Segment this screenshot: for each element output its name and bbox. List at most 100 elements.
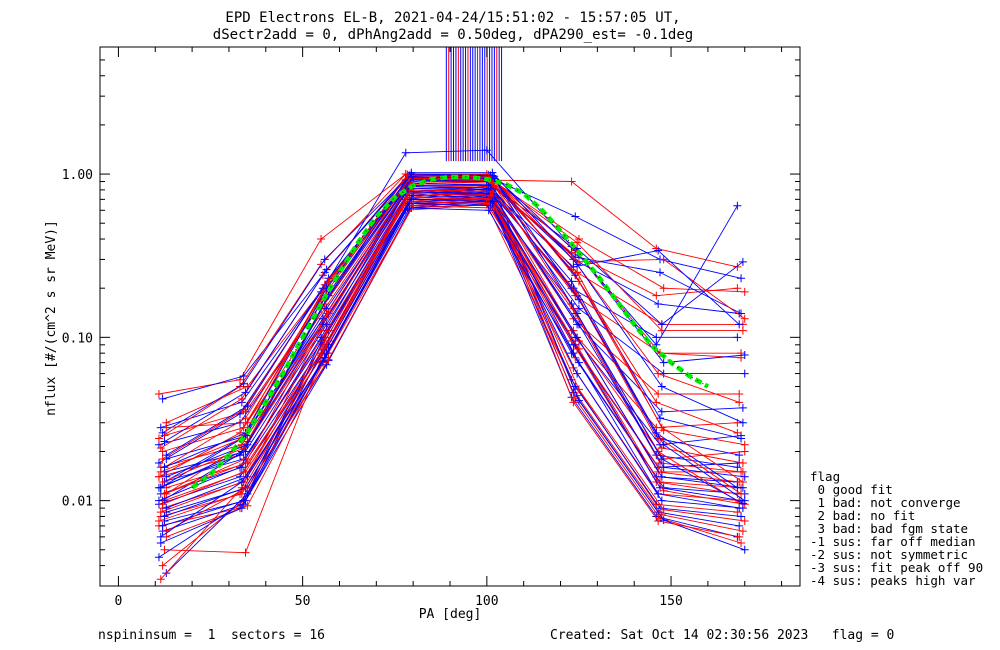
data-point [484,195,493,204]
series-line [166,193,745,489]
series-line [162,189,742,566]
data-point [656,268,664,277]
data-point [738,257,747,266]
series-line [158,191,738,558]
data-point [574,344,583,353]
x-tick-label: 100 [475,594,498,609]
data-point [482,189,491,198]
data-point [324,355,333,364]
data-point [738,527,747,536]
series-line [158,173,738,439]
data-point [654,489,663,498]
data-point [738,418,747,427]
data-point [162,504,171,513]
data-point [237,504,246,513]
data-point [162,423,171,432]
series-line [164,198,743,517]
data-point [158,428,167,437]
data-point [571,212,580,221]
data-point [652,398,661,407]
data-point [405,189,414,198]
series-line [164,172,744,442]
data-point [322,265,331,274]
legend-entry-peaks-high-var: -4 sus: peaks high var [810,573,976,588]
data-point [573,309,582,318]
y-tick-label: 0.01 [62,495,93,510]
data-point [237,478,246,487]
data-point [735,398,744,407]
data-point [740,517,749,526]
chart-title: EPD Electrons EL-B, 2021-04-24/15:51:02 … [225,10,680,26]
data-point [241,388,250,397]
flag-legend: flag 0 good fit 1 bad: not converge 2 ba… [810,469,983,588]
data-point [574,295,583,304]
data-point [574,320,583,329]
data-point [239,371,248,380]
data-point [733,508,742,517]
data-point [320,255,329,264]
data-point [158,447,167,456]
data-point [407,195,416,204]
data-point [738,478,747,487]
data-point [567,277,576,286]
data-point [654,246,663,255]
data-point [573,333,582,342]
data-point [569,349,578,358]
data-point [154,517,163,526]
data-point [735,498,744,507]
data-point [740,369,749,378]
data-point [574,235,583,244]
series-line [160,207,740,538]
data-point [659,255,668,264]
data-point [154,483,163,492]
x-tick-label: 0 [115,594,123,609]
legend-entry-good-fit: 0 good fit [810,482,893,497]
data-point [320,300,329,309]
data-point [740,447,749,456]
data-point [154,458,163,467]
x-axis-label: PA [deg] [419,607,482,622]
data-point [657,472,666,481]
data-point [659,284,668,293]
data-point [243,483,252,492]
axis-layer: 0 50 100 150 0.01 0.10 1.00 [62,46,801,609]
data-point [733,428,742,437]
data-point [158,454,167,463]
data-point [243,501,252,510]
data-point [659,358,668,367]
data-point [154,434,163,443]
data-point [737,434,746,443]
data-point [484,206,493,215]
legend-entry-no-fit: 2 bad: no fit [810,508,915,523]
data-point [569,255,578,264]
data-point [158,478,167,487]
footer-spin-info: nspininsum = 1 sectors = 16 [98,628,325,643]
data-point [160,463,169,472]
data-point [740,545,749,554]
data-point [654,467,663,476]
y-tick-label: 1.00 [62,168,93,183]
data-point [409,191,418,200]
data-point [573,260,582,269]
fit-curve-dots [191,176,709,489]
data-point [322,309,331,318]
x-tick-label: 50 [295,594,311,609]
data-point [158,561,167,570]
data-point [243,401,252,410]
data-point [488,197,497,206]
data-point [158,394,167,403]
data-point [403,203,412,212]
legend-entry-not-converge: 1 bad: not converge [810,495,961,510]
x-tick-label: 150 [659,594,682,609]
series-line [164,179,743,468]
series-line [166,177,745,446]
data-point [657,454,666,463]
data-point [738,403,747,412]
data-point [657,444,666,453]
data-point [737,489,746,498]
data-point [401,148,410,157]
data-layer [154,47,749,584]
data-point [659,463,668,472]
series-line [166,196,745,538]
legend-entry-far-off-median: -1 sus: far off median [810,534,976,549]
